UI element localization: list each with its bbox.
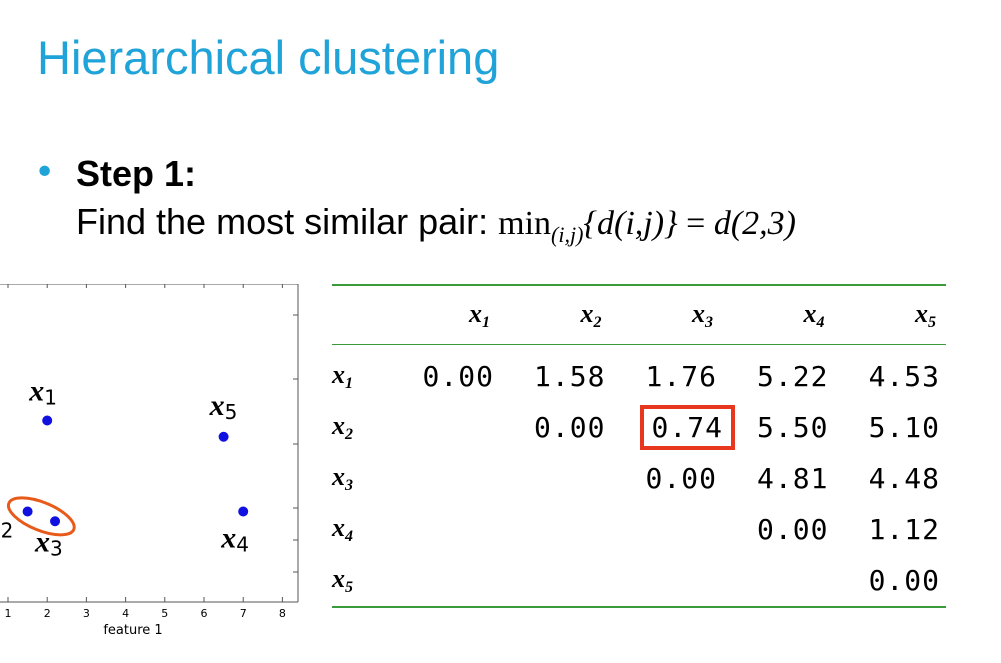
distance-cell: 1.76 (645, 360, 717, 393)
distance-cell: 0.00 (868, 564, 940, 597)
row-header-x3: x3 (332, 462, 353, 494)
distance-cell: 0.00 (757, 513, 829, 546)
data-point-x5 (218, 431, 229, 442)
table-row: x2 0.00 0.74 5.50 5.10 (332, 402, 946, 453)
distance-matrix: x1 x2 x3 x4 x5 x1 0.00 1.58 1.76 5.22 4.53 x2 0.00 0… (332, 284, 946, 608)
point-label-x3: x3 (34, 525, 63, 560)
step-text: Find the most similar pair: (76, 201, 499, 242)
x-tick-label: 1 (5, 607, 12, 620)
data-point-x1 (42, 415, 53, 426)
formula-expression: {d(i,j)} (583, 205, 678, 242)
table-row: x3 0.00 4.81 4.48 (332, 453, 946, 504)
distance-cell: 4.81 (757, 462, 829, 495)
column-header-x2: x2 (580, 298, 602, 331)
distance-cell (611, 504, 723, 555)
distance-cell: 1.12 (868, 513, 940, 546)
cluster-highlight-ellipse (6, 496, 76, 537)
distance-matrix-body: x1 0.00 1.58 1.76 5.22 4.53 x2 0.00 0.74 5.50 5.10… (332, 345, 946, 607)
min-formula: min(i,j){d(i,j)} = d(2,3) (498, 205, 796, 247)
column-header-x5: x5 (915, 298, 936, 331)
row-header-x5: x5 (332, 564, 353, 596)
column-header-x4: x4 (803, 298, 825, 331)
distance-cell: 5.22 (757, 360, 829, 393)
data-point-x3 (50, 516, 61, 527)
row-header-x2: x2 (332, 411, 353, 443)
x-tick-label: 5 (161, 607, 168, 620)
x-tick-label: 7 (240, 607, 247, 620)
distance-matrix-header: x1 x2 x3 x4 x5 (332, 285, 946, 345)
point-label-x1: x1 (28, 375, 57, 410)
distance-cell (500, 453, 612, 504)
distance-cell: 0.00 (534, 411, 606, 444)
data-point-x4 (238, 506, 249, 517)
step-description: Find the most similar pair: min(i,j){d(i… (76, 201, 796, 248)
corner-cell (332, 285, 388, 345)
bullet-icon: • (34, 152, 56, 193)
distance-cell: 5.50 (757, 411, 829, 444)
x-tick-label: 2 (44, 607, 51, 620)
x-tick-label: 3 (83, 607, 90, 620)
distance-cell (723, 555, 835, 607)
distance-cell (388, 453, 500, 504)
column-header-x3: x3 (691, 298, 713, 331)
x-axis-label: feature 1 (103, 623, 162, 638)
table-row: x4 0.00 1.12 (332, 504, 946, 555)
distance-cell (500, 555, 612, 607)
point-label-x4: x4 (220, 522, 249, 557)
x-tick-label: 6 (201, 607, 208, 620)
formula-result: d(2,3) (713, 205, 796, 242)
distance-cell (388, 555, 500, 607)
column-header-x1: x1 (468, 298, 490, 331)
table-row: x1 0.00 1.58 1.76 5.22 4.53 (332, 345, 946, 403)
formula-equals: = (677, 205, 714, 242)
distance-cell: 5.10 (868, 411, 940, 444)
formula-subscript: (i,j) (551, 222, 584, 247)
distance-cell: 0.00 (645, 462, 717, 495)
distance-cell (611, 555, 723, 607)
highlighted-min-distance-cell: 0.74 (611, 402, 735, 453)
distance-cell: 1.58 (534, 360, 606, 393)
formula-min: min (498, 205, 552, 242)
distance-cell (500, 504, 612, 555)
x-tick-label: 8 (279, 607, 286, 620)
table-row: x5 0.00 (332, 555, 946, 607)
x-tick-label: 4 (122, 607, 129, 620)
row-header-x4: x4 (332, 513, 353, 545)
distance-cell: 4.53 (868, 360, 940, 393)
data-point-x2 (22, 506, 33, 517)
distance-cell: 0.00 (422, 360, 494, 393)
distance-cell (388, 504, 500, 555)
step-heading: Step 1: (76, 153, 197, 194)
slide-title: Hierarchical clustering (37, 31, 500, 84)
row-header-x1: x1 (332, 360, 353, 392)
distance-cell: 4.48 (868, 462, 940, 495)
distance-cell (388, 402, 500, 453)
point-label-x5: x5 (209, 389, 238, 424)
